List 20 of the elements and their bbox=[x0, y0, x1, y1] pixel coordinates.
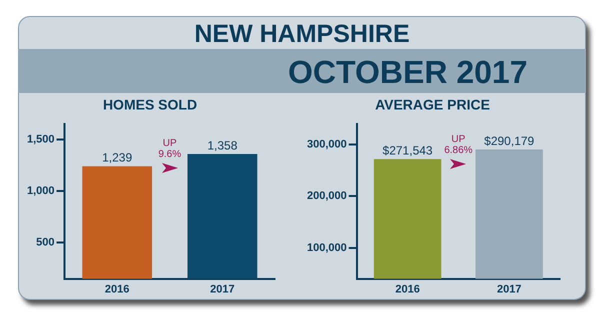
y-tick-label: 100,000 bbox=[306, 242, 347, 254]
chart-title: AVERAGE PRICE bbox=[375, 96, 490, 112]
text: OCTOBER 2017 bbox=[288, 54, 528, 91]
annotation: UP 6.86% bbox=[443, 134, 474, 156]
x-tick-label: 2017 bbox=[210, 283, 235, 296]
x-tick-label: 2016 bbox=[104, 283, 130, 296]
x-tick-label: 2017 bbox=[496, 283, 522, 296]
y-tick-label: 500 bbox=[36, 236, 55, 249]
data-label: $271,543 bbox=[382, 143, 433, 158]
chart-title: HOMES SOLD bbox=[102, 96, 198, 112]
y-tick-label: 200,000 bbox=[306, 190, 347, 202]
x-tick-label: 2016 bbox=[395, 283, 420, 296]
data-label: $290,179 bbox=[484, 134, 535, 148]
y-tick-label: 300,000 bbox=[306, 138, 347, 150]
data-label: 1,239 bbox=[102, 150, 132, 165]
text: NEW HAMPSHIRE bbox=[193, 20, 411, 49]
data-label: 1,358 bbox=[207, 138, 238, 152]
annotation: UP 9.6% bbox=[157, 138, 182, 160]
y-tick-label: 1,000 bbox=[26, 185, 55, 197]
y-tick-label: 1,500 bbox=[26, 133, 55, 146]
